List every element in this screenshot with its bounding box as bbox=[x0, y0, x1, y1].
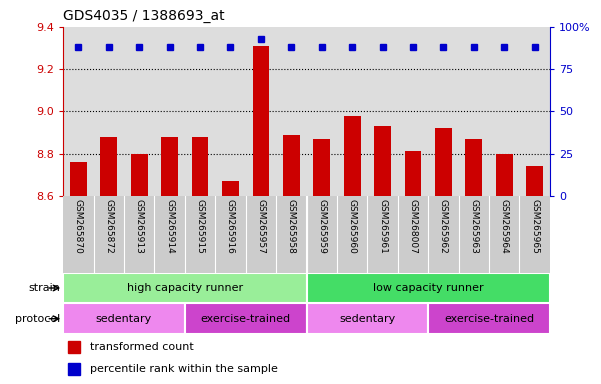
Text: GSM265870: GSM265870 bbox=[74, 199, 83, 254]
Text: protocol: protocol bbox=[15, 314, 60, 324]
Bar bbox=[307, 273, 550, 303]
Bar bbox=[100, 137, 117, 196]
Text: GSM265961: GSM265961 bbox=[378, 199, 387, 254]
Bar bbox=[435, 128, 452, 196]
Text: high capacity runner: high capacity runner bbox=[127, 283, 243, 293]
Text: GSM265960: GSM265960 bbox=[347, 199, 356, 254]
Text: percentile rank within the sample: percentile rank within the sample bbox=[90, 364, 278, 374]
Text: GSM265964: GSM265964 bbox=[500, 199, 509, 254]
Text: GSM265958: GSM265958 bbox=[287, 199, 296, 254]
Text: low capacity runner: low capacity runner bbox=[373, 283, 484, 293]
Bar bbox=[374, 126, 391, 196]
Bar bbox=[466, 139, 482, 196]
Bar bbox=[63, 273, 307, 303]
Text: GSM268007: GSM268007 bbox=[409, 199, 418, 254]
Text: GSM265916: GSM265916 bbox=[226, 199, 235, 254]
Text: exercise-trained: exercise-trained bbox=[201, 314, 291, 324]
Text: GDS4035 / 1388693_at: GDS4035 / 1388693_at bbox=[63, 9, 225, 23]
Text: GSM265962: GSM265962 bbox=[439, 199, 448, 254]
Text: strain: strain bbox=[28, 283, 60, 293]
Text: GSM265965: GSM265965 bbox=[530, 199, 539, 254]
Bar bbox=[429, 303, 550, 334]
Bar bbox=[283, 134, 300, 196]
Bar bbox=[496, 154, 513, 196]
Text: GSM265957: GSM265957 bbox=[257, 199, 266, 254]
Bar bbox=[222, 181, 239, 196]
Bar bbox=[185, 303, 307, 334]
Bar bbox=[161, 137, 178, 196]
Text: sedentary: sedentary bbox=[96, 314, 152, 324]
Text: GSM265913: GSM265913 bbox=[135, 199, 144, 254]
Bar bbox=[404, 151, 421, 196]
Bar bbox=[344, 116, 361, 196]
Bar bbox=[307, 303, 429, 334]
Text: GSM265872: GSM265872 bbox=[104, 199, 113, 254]
Bar bbox=[192, 137, 209, 196]
Bar bbox=[313, 139, 330, 196]
Text: sedentary: sedentary bbox=[339, 314, 395, 324]
Bar bbox=[70, 162, 87, 196]
Bar bbox=[131, 154, 147, 196]
Text: GSM265963: GSM265963 bbox=[469, 199, 478, 254]
Bar bbox=[63, 303, 185, 334]
Text: GSM265959: GSM265959 bbox=[317, 199, 326, 254]
Text: exercise-trained: exercise-trained bbox=[444, 314, 534, 324]
Bar bbox=[68, 363, 80, 375]
Bar bbox=[526, 166, 543, 196]
Text: GSM265915: GSM265915 bbox=[195, 199, 204, 254]
Bar bbox=[68, 341, 80, 353]
Bar bbox=[252, 46, 269, 196]
Text: transformed count: transformed count bbox=[90, 342, 194, 352]
Text: GSM265914: GSM265914 bbox=[165, 199, 174, 254]
